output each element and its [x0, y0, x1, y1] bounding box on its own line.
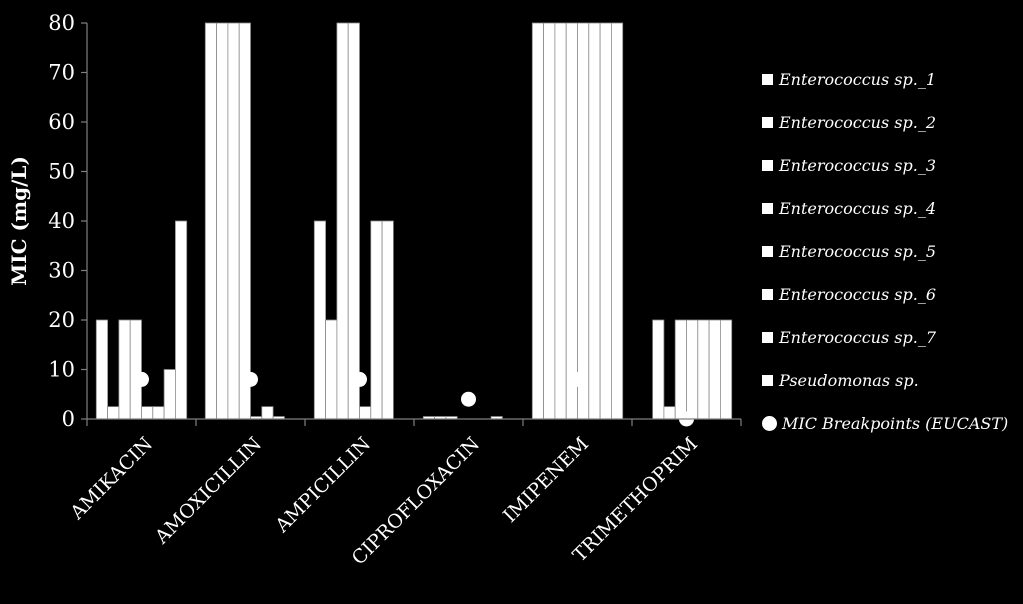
- chart-legend: Enterococcus sp._1 Enterococcus sp._2 En…: [762, 58, 1022, 445]
- legend-swatch: [762, 332, 773, 343]
- bar: [107, 406, 120, 420]
- legend-swatch: [762, 74, 773, 85]
- legend-item-breakpoints: MIC Breakpoints (EUCAST): [762, 402, 1022, 445]
- y-tick-label: 20: [48, 308, 75, 332]
- breakpoint-marker: [570, 371, 585, 387]
- y-tick-label: 60: [48, 110, 75, 134]
- bar: [674, 319, 687, 420]
- bar: [370, 220, 383, 420]
- breakpoint-marker: [352, 371, 367, 387]
- bar: [565, 22, 578, 420]
- bar: [227, 22, 240, 420]
- bar: [531, 22, 544, 420]
- bar: [129, 319, 142, 420]
- y-axis-label: MIC (mg/L): [7, 156, 31, 286]
- y-tick-label: 40: [48, 209, 75, 233]
- legend-label: Enterococcus sp._5: [779, 242, 936, 261]
- y-tick-label: 30: [48, 259, 75, 283]
- legend-item-series-4: Enterococcus sp._4: [762, 187, 1022, 230]
- legend-swatch: [762, 117, 773, 128]
- bar: [611, 22, 624, 420]
- bar: [204, 22, 218, 420]
- x-tick-label: AMIKACIN: [65, 433, 157, 525]
- legend-item-series-6: Enterococcus sp._6: [762, 273, 1022, 316]
- bar: [381, 220, 394, 420]
- bar: [543, 22, 556, 420]
- bar: [663, 406, 676, 420]
- bar: [697, 319, 710, 420]
- legend-swatch: [762, 246, 773, 257]
- y-tick-label: 10: [48, 358, 75, 382]
- bar: [554, 22, 567, 420]
- y-tick-label: 50: [48, 160, 75, 184]
- bar: [577, 22, 590, 420]
- x-tick-label: AMPICILLIN: [270, 433, 375, 538]
- bar: [336, 22, 349, 420]
- x-tick-label: AMOXICILLIN: [150, 433, 266, 549]
- legend-swatch: [762, 375, 773, 386]
- legend-label: Enterococcus sp._1: [779, 70, 936, 89]
- y-tick-label: 0: [62, 407, 75, 431]
- legend-swatch: [762, 160, 773, 171]
- breakpoint-marker: [243, 371, 258, 387]
- bar: [216, 22, 229, 420]
- bar: [238, 22, 251, 420]
- legend-label: Enterococcus sp._3: [779, 156, 936, 175]
- legend-item-series-1: Enterococcus sp._1: [762, 58, 1022, 101]
- x-tick-label: IMIPENEM: [499, 433, 593, 527]
- legend-label: MIC Breakpoints (EUCAST): [782, 414, 1009, 433]
- legend-item-series-8: Pseudomonas sp.: [762, 359, 1022, 402]
- legend-marker-circle: [762, 416, 777, 431]
- legend-swatch: [762, 289, 773, 300]
- bar: [141, 406, 154, 420]
- legend-label: Pseudomonas sp.: [779, 371, 919, 390]
- bar: [599, 22, 612, 420]
- bar: [359, 406, 372, 420]
- legend-label: Enterococcus sp._4: [779, 199, 936, 218]
- bar: [720, 319, 733, 420]
- legend-item-series-3: Enterococcus sp._3: [762, 144, 1022, 187]
- bar: [313, 220, 326, 420]
- bar: [686, 319, 699, 420]
- legend-item-series-7: Enterococcus sp._7: [762, 316, 1022, 359]
- bar: [588, 22, 601, 420]
- breakpoint-marker: [134, 371, 149, 387]
- bar: [708, 319, 721, 420]
- legend-label: Enterococcus sp._7: [779, 328, 936, 347]
- breakpoint-marker: [461, 391, 476, 407]
- x-tick-label: TRIMETHOPRIM: [569, 433, 702, 566]
- bar: [152, 406, 165, 420]
- bar: [652, 319, 665, 420]
- y-tick-label: 70: [48, 61, 75, 85]
- bar: [174, 220, 188, 420]
- bar: [118, 319, 131, 420]
- legend-item-series-2: Enterococcus sp._2: [762, 101, 1022, 144]
- bar: [95, 319, 109, 420]
- legend-label: Enterococcus sp._2: [779, 113, 936, 132]
- legend-label: Enterococcus sp._6: [779, 285, 936, 304]
- legend-item-series-5: Enterococcus sp._5: [762, 230, 1022, 273]
- legend-swatch: [762, 203, 773, 214]
- bar: [261, 406, 274, 420]
- bar: [325, 319, 338, 420]
- bar: [163, 369, 176, 420]
- bar: [347, 22, 360, 420]
- y-tick-label: 80: [48, 11, 75, 35]
